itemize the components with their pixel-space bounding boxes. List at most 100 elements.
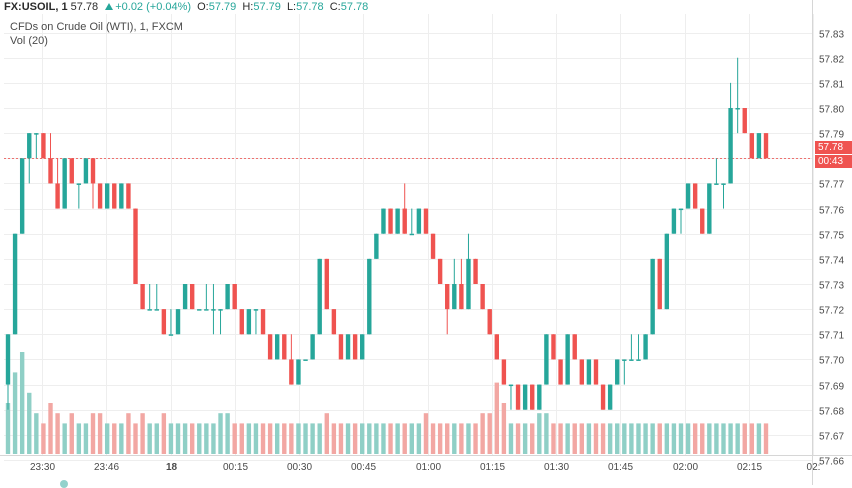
candle-body[interactable] — [62, 158, 67, 209]
candle-body[interactable] — [296, 359, 301, 385]
candle-body[interactable] — [303, 359, 308, 361]
candle-body[interactable] — [402, 208, 407, 234]
candle-body[interactable] — [742, 108, 747, 134]
candle-body[interactable] — [246, 309, 252, 335]
candle-body[interactable] — [360, 334, 365, 360]
candle-body[interactable] — [133, 208, 138, 284]
candle-body[interactable] — [678, 208, 684, 211]
candle-body[interactable] — [168, 334, 174, 336]
candle-body[interactable] — [395, 208, 400, 234]
candle-body[interactable] — [416, 208, 422, 234]
candle-body[interactable] — [119, 183, 124, 209]
candle-body[interactable] — [494, 334, 499, 360]
candle-body[interactable] — [289, 359, 294, 385]
candle-body[interactable] — [161, 309, 167, 335]
candle-body[interactable] — [728, 108, 733, 184]
candle-body[interactable] — [579, 359, 585, 385]
candle-body[interactable] — [175, 309, 181, 335]
candle-body[interactable] — [182, 284, 188, 310]
candle-body[interactable] — [5, 334, 11, 385]
candle-body[interactable] — [537, 384, 542, 410]
candle-body[interactable] — [714, 183, 719, 185]
candle-body[interactable] — [104, 183, 110, 209]
candle-body[interactable] — [317, 258, 322, 335]
candle-body[interactable] — [643, 334, 648, 360]
candle-body[interactable] — [218, 309, 223, 311]
candle-body[interactable] — [374, 233, 379, 259]
candle-body[interactable] — [225, 284, 230, 310]
candle-body[interactable] — [480, 284, 485, 310]
candle-body[interactable] — [352, 334, 358, 360]
candle-body[interactable] — [544, 334, 549, 385]
candle-body[interactable] — [721, 183, 726, 185]
candle-body[interactable] — [558, 359, 563, 385]
candle-body[interactable] — [112, 183, 117, 209]
volume-label[interactable]: Vol (20) — [10, 35, 48, 47]
candle-body[interactable] — [239, 309, 244, 335]
candle-body[interactable] — [452, 284, 457, 310]
candle-body[interactable] — [501, 359, 507, 385]
candle-body[interactable] — [41, 133, 46, 159]
candle-body[interactable] — [586, 359, 592, 385]
candle-body[interactable] — [282, 334, 287, 360]
candle-body[interactable] — [629, 359, 634, 361]
candle-body[interactable] — [664, 233, 670, 310]
candle-body[interactable] — [685, 183, 691, 209]
candle-body[interactable] — [466, 258, 471, 310]
candle-body[interactable] — [367, 258, 372, 335]
candle-body[interactable] — [126, 183, 131, 209]
candle-body[interactable] — [211, 309, 216, 311]
candle-body[interactable] — [700, 208, 705, 234]
candle-body[interactable] — [19, 158, 25, 234]
candle-body[interactable] — [707, 183, 712, 234]
candle-body[interactable] — [324, 258, 329, 310]
candle-body[interactable] — [565, 334, 570, 385]
candle-body[interactable] — [551, 334, 556, 360]
candle-body[interactable] — [388, 208, 393, 234]
candle-body[interactable] — [423, 208, 429, 234]
candle-body[interactable] — [381, 208, 386, 234]
candle-body[interactable] — [749, 133, 755, 159]
candle-body[interactable] — [636, 359, 641, 361]
candle-body[interactable] — [140, 284, 145, 310]
candle-body[interactable] — [76, 183, 82, 185]
candle-body[interactable] — [508, 384, 514, 387]
candle-body[interactable] — [48, 158, 53, 184]
candle-body[interactable] — [593, 359, 599, 385]
candle-body[interactable] — [437, 258, 443, 284]
candle-body[interactable] — [735, 108, 740, 110]
candle-body[interactable] — [204, 309, 209, 311]
candle-body[interactable] — [345, 334, 351, 360]
candle-body[interactable] — [69, 158, 74, 184]
candle-body[interactable] — [473, 258, 478, 284]
candle-body[interactable] — [260, 309, 266, 335]
candle-body[interactable] — [763, 133, 769, 159]
candle-body[interactable] — [607, 384, 613, 410]
candle-body[interactable] — [253, 309, 259, 311]
candle-body[interactable] — [197, 309, 202, 311]
candle-body[interactable] — [83, 158, 89, 184]
candle-body[interactable] — [34, 133, 39, 135]
candle-body[interactable] — [147, 309, 152, 311]
candle-body[interactable] — [600, 384, 606, 410]
candle-body[interactable] — [232, 284, 237, 310]
candle-body[interactable] — [267, 334, 273, 360]
candle-body[interactable] — [622, 359, 627, 361]
candle-body[interactable] — [55, 183, 60, 209]
candle-body[interactable] — [97, 183, 103, 209]
candle-body[interactable] — [487, 309, 492, 335]
candle-body[interactable] — [671, 208, 677, 234]
candle-body[interactable] — [189, 284, 195, 310]
candle-body[interactable] — [522, 384, 528, 410]
candle-body[interactable] — [310, 334, 315, 360]
candle-body[interactable] — [615, 359, 620, 385]
candle-body[interactable] — [331, 309, 337, 335]
candle-body[interactable] — [650, 258, 655, 335]
candle-body[interactable] — [409, 233, 414, 236]
candle-body[interactable] — [12, 233, 18, 335]
candle-body[interactable] — [338, 334, 344, 360]
candle-body[interactable] — [572, 334, 577, 360]
candle-body[interactable] — [90, 158, 96, 184]
candle-body[interactable] — [430, 233, 436, 259]
